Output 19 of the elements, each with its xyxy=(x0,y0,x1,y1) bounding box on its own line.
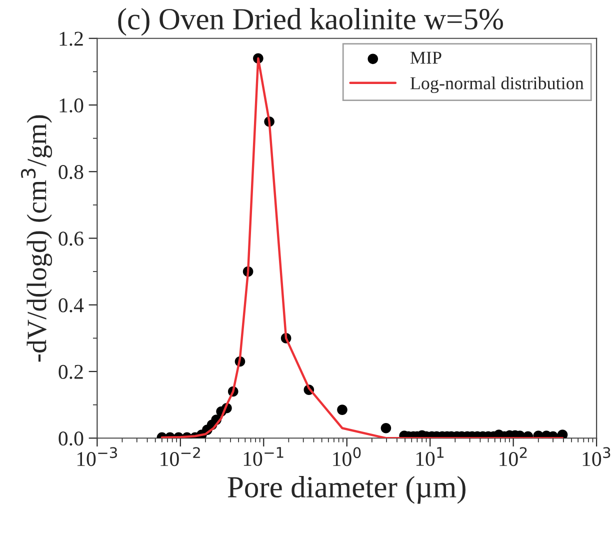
chart-title: (c) Oven Dried kaolinite w=5% xyxy=(118,8,503,36)
y-tick-label: 0.0 xyxy=(58,432,84,446)
legend-label: Log-normal distribution xyxy=(410,76,584,94)
x-tick-label: 10$^{1}$ xyxy=(416,447,444,466)
y-tick-label: 1.0 xyxy=(60,98,84,113)
y-tick-label: 0.8 xyxy=(58,165,84,180)
y-tick-label: 1.2 xyxy=(60,32,83,46)
x-tick-label: 10$^{−1}$ xyxy=(244,447,284,466)
x-tick-label: 10$^{2}$ xyxy=(500,447,527,466)
x-tick-label: 10$^{−2}$ xyxy=(160,447,200,466)
x-tick-label: 10$^{0}$ xyxy=(333,447,361,466)
x-tick-label: 10$^{−3}$ xyxy=(77,447,117,466)
legend-label: MIP xyxy=(410,52,442,64)
x-tick-label: 10$^{3}$ xyxy=(582,447,610,466)
y-tick-label: 0.2 xyxy=(58,364,83,380)
y-tick-label: 0.4 xyxy=(58,298,84,312)
x-axis-title: Pore diameter (µm) xyxy=(228,476,466,504)
y-tick-label: 0.6 xyxy=(58,232,84,246)
y-axis-title: -dV/d(logd) (cm$^{3}$/gm) xyxy=(20,115,52,362)
